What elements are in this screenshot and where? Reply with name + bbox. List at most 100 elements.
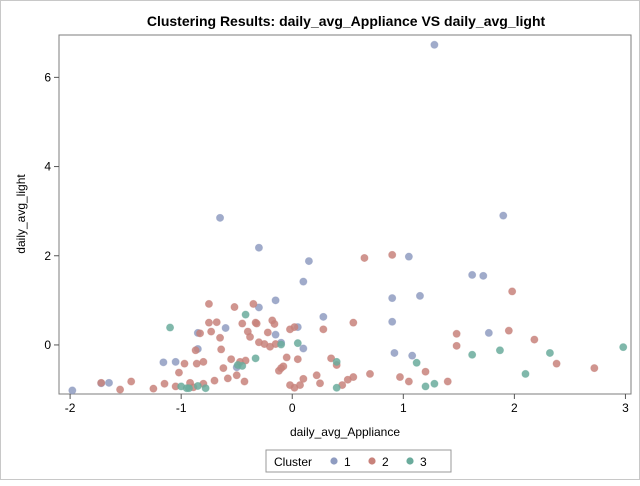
legend-label-cluster-3: 3 <box>420 455 427 469</box>
data-point-cluster-3 <box>619 343 628 352</box>
legend-title: Cluster <box>274 455 312 469</box>
data-point-cluster-3 <box>241 310 250 319</box>
data-point-cluster-2 <box>360 253 369 262</box>
data-point-cluster-3 <box>521 369 530 378</box>
data-point-cluster-1 <box>159 358 168 367</box>
data-point-cluster-3 <box>468 350 477 359</box>
chart-title: Clustering Results: daily_avg_Appliance … <box>147 13 546 29</box>
data-points <box>68 40 628 395</box>
data-point-cluster-2 <box>590 364 599 373</box>
data-point-cluster-1 <box>319 312 328 321</box>
data-point-cluster-2 <box>452 329 461 338</box>
data-point-cluster-2 <box>212 318 221 327</box>
data-point-cluster-2 <box>127 377 136 386</box>
data-point-cluster-1 <box>390 348 399 357</box>
data-point-cluster-2 <box>230 303 239 312</box>
x-axis-label: daily_avg_Appliance <box>290 425 400 439</box>
data-point-cluster-3 <box>193 381 202 390</box>
data-point-cluster-2 <box>249 299 258 308</box>
data-point-cluster-3 <box>201 384 210 393</box>
data-point-cluster-3 <box>545 348 554 357</box>
data-point-cluster-1 <box>430 40 439 49</box>
x-tick-label: 1 <box>400 401 407 415</box>
data-point-cluster-2 <box>174 368 183 377</box>
data-point-cluster-1 <box>484 328 493 337</box>
data-point-cluster-2 <box>252 319 261 328</box>
data-point-cluster-2 <box>443 377 452 386</box>
data-point-cluster-2 <box>219 364 228 373</box>
data-point-cluster-1 <box>299 277 308 286</box>
data-point-cluster-2 <box>293 355 302 364</box>
data-point-cluster-2 <box>116 385 125 394</box>
data-point-cluster-2 <box>223 374 232 383</box>
data-point-cluster-1 <box>468 270 477 279</box>
data-point-cluster-2 <box>508 287 517 296</box>
data-point-cluster-1 <box>388 317 397 326</box>
data-point-cluster-2 <box>270 319 279 328</box>
legend-box <box>265 449 452 473</box>
x-tick-label: 3 <box>622 401 629 415</box>
data-point-cluster-2 <box>552 359 561 368</box>
data-point-cluster-3 <box>166 323 175 332</box>
data-point-cluster-1 <box>254 303 263 312</box>
x-tick-label: 0 <box>289 401 296 415</box>
data-point-cluster-2 <box>97 378 106 387</box>
legend-marker-cluster-1 <box>330 457 338 465</box>
data-point-cluster-2 <box>238 319 247 328</box>
data-point-cluster-3 <box>421 382 430 391</box>
data-point-cluster-2 <box>246 332 255 341</box>
data-point-cluster-2 <box>290 323 299 332</box>
data-point-cluster-2 <box>365 369 374 378</box>
data-point-cluster-2 <box>349 373 358 382</box>
data-point-cluster-1 <box>68 386 77 395</box>
x-tick-label: -2 <box>65 401 76 415</box>
data-point-cluster-1 <box>221 323 230 332</box>
data-point-cluster-2 <box>388 250 397 259</box>
y-tick-label: 0 <box>44 338 51 352</box>
legend: Cluster 1 2 3 <box>265 449 452 473</box>
x-axis-ticks: -2 -1 0 1 2 3 <box>65 394 629 415</box>
data-point-cluster-3 <box>251 354 260 363</box>
data-point-cluster-1 <box>388 294 397 303</box>
plot-area <box>58 34 632 395</box>
y-tick-label: 6 <box>44 70 51 84</box>
data-point-cluster-2 <box>504 326 513 335</box>
data-point-cluster-2 <box>263 328 272 337</box>
data-point-cluster-3 <box>495 346 504 355</box>
data-point-cluster-2 <box>530 335 539 344</box>
data-point-cluster-2 <box>327 354 336 363</box>
data-point-cluster-2 <box>452 341 461 350</box>
data-point-cluster-2 <box>207 327 216 336</box>
data-point-cluster-3 <box>238 361 247 370</box>
legend-marker-cluster-3 <box>406 457 414 465</box>
y-tick-label: 4 <box>44 160 51 174</box>
data-point-cluster-1 <box>271 330 280 339</box>
data-point-cluster-3 <box>184 384 193 393</box>
data-point-cluster-2 <box>192 359 201 368</box>
y-axis-ticks: 0 2 4 6 <box>44 70 59 352</box>
x-tick-label: 2 <box>511 401 518 415</box>
data-point-cluster-1 <box>415 291 424 300</box>
data-point-cluster-2 <box>196 329 205 338</box>
data-point-cluster-2 <box>395 373 404 382</box>
y-tick-label: 2 <box>44 249 51 263</box>
data-point-cluster-2 <box>160 379 169 388</box>
y-axis-label: daily_avg_light <box>14 174 28 254</box>
data-point-cluster-2 <box>282 353 291 362</box>
data-point-cluster-2 <box>149 384 158 393</box>
data-point-cluster-2 <box>217 345 226 354</box>
data-point-cluster-1 <box>104 378 113 387</box>
data-point-cluster-1 <box>304 257 313 266</box>
data-point-cluster-2 <box>204 318 213 327</box>
data-point-cluster-2 <box>349 318 358 327</box>
x-tick-label: -1 <box>176 401 187 415</box>
data-point-cluster-2 <box>316 379 325 388</box>
legend-items: 1 2 3 <box>330 455 427 469</box>
data-point-cluster-3 <box>332 357 341 366</box>
data-point-cluster-3 <box>293 339 302 348</box>
data-point-cluster-1 <box>408 351 417 360</box>
data-point-cluster-1 <box>404 252 413 261</box>
data-point-cluster-2 <box>191 346 200 355</box>
data-point-cluster-2 <box>180 359 189 368</box>
